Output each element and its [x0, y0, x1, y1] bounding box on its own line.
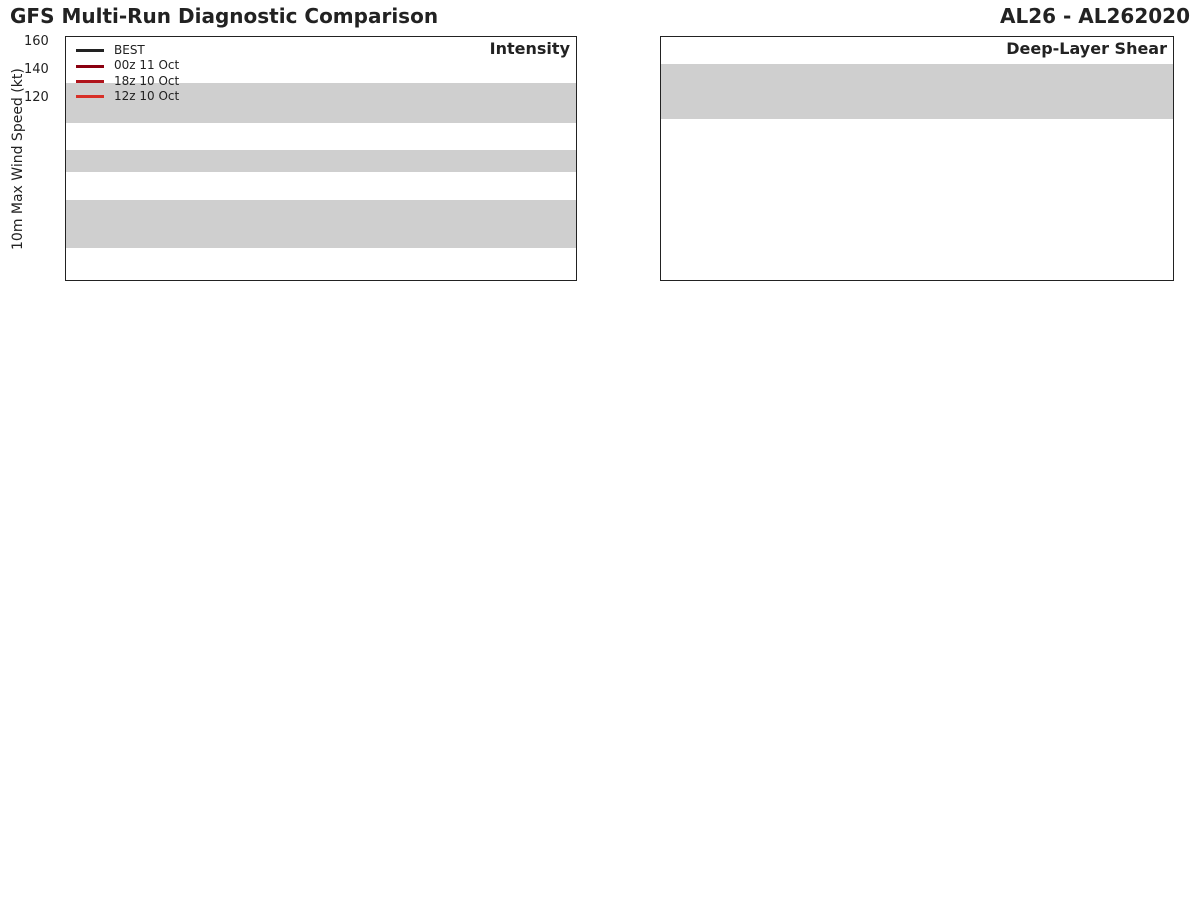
figure-title: GFS Multi-Run Diagnostic Comparison — [10, 4, 439, 28]
y-tick-label: 140 — [24, 62, 49, 77]
intensity-legend: BEST 00z 11 Oct 18z 10 Oct 12z 10 Oct — [76, 43, 179, 105]
legend-item: 00z 11 Oct — [76, 58, 179, 73]
legend-swatch — [76, 95, 104, 99]
legend-item: BEST — [76, 43, 179, 58]
intensity-y-axis-title: 10m Max Wind Speed (kt) — [10, 68, 26, 250]
legend-swatch — [76, 49, 104, 53]
bg-band — [66, 150, 576, 172]
shear-panel: Deep-Layer Shear — [660, 36, 1174, 281]
intensity-title: Intensity — [489, 39, 570, 58]
legend-item: 12z 10 Oct — [76, 89, 179, 104]
shear-title: Deep-Layer Shear — [1006, 39, 1167, 58]
bg-band — [66, 200, 576, 248]
legend-item: 18z 10 Oct — [76, 74, 179, 89]
y-tick-label: 120 — [24, 90, 49, 105]
storm-id: AL26 - AL262020 — [1000, 4, 1190, 28]
legend-swatch — [76, 64, 104, 68]
bg-band — [66, 83, 576, 123]
y-tick-label: 160 — [24, 34, 49, 49]
intensity-panel: Intensity BEST 00z 11 Oct 18z 10 Oct 12z… — [65, 36, 577, 281]
bg-band — [661, 64, 1173, 119]
legend-swatch — [76, 79, 104, 83]
